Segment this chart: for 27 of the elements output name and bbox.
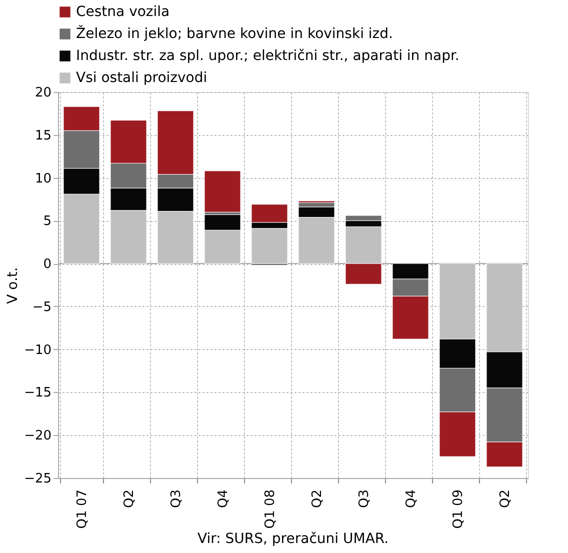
x-tick-label: Q3 [357,490,372,508]
legend-label: Cestna vozila [76,4,170,20]
legend-label: Industr. str. za spl. upor.; električni str., aparati in napr. [76,48,460,64]
x-tick-label: Q2 [498,490,513,508]
x-tick-label: Q4 [404,490,419,508]
y-tick-label: −10 [24,342,52,358]
y-tick-label: −25 [24,472,52,486]
text: Vir: SURS, preračuni UMAR. [197,531,389,548]
x-tick-label: Q1 08 [263,490,278,529]
y-tick-label: 20 [34,86,52,100]
bar [204,170,241,212]
y-tick-label: −15 [24,386,52,401]
x-tick-label: Q2 [310,490,325,508]
y-tick-label: 5 [43,214,52,230]
legend-label: Železo in jeklo; barvne kovine in kovinski izd. [76,25,393,42]
x-tick-label: Q1 09 [451,490,466,529]
y-tick-label: −20 [24,428,52,444]
y-tick-label: 15 [34,128,52,144]
x-tick-label: Q1 07 [75,490,90,529]
y-tick-label: 0 [43,257,52,272]
y-tick-label: 10 [34,171,52,186]
x-tick-label: Q2 [122,490,137,508]
x-tick-label: Q3 [169,490,184,508]
x-tick-label: Q4 [216,490,231,508]
y-tick-label: −5 [32,300,52,315]
legend-label: Vsi ostali proizvodi [76,70,208,86]
y-axis-title: V o.t. [5,267,22,304]
